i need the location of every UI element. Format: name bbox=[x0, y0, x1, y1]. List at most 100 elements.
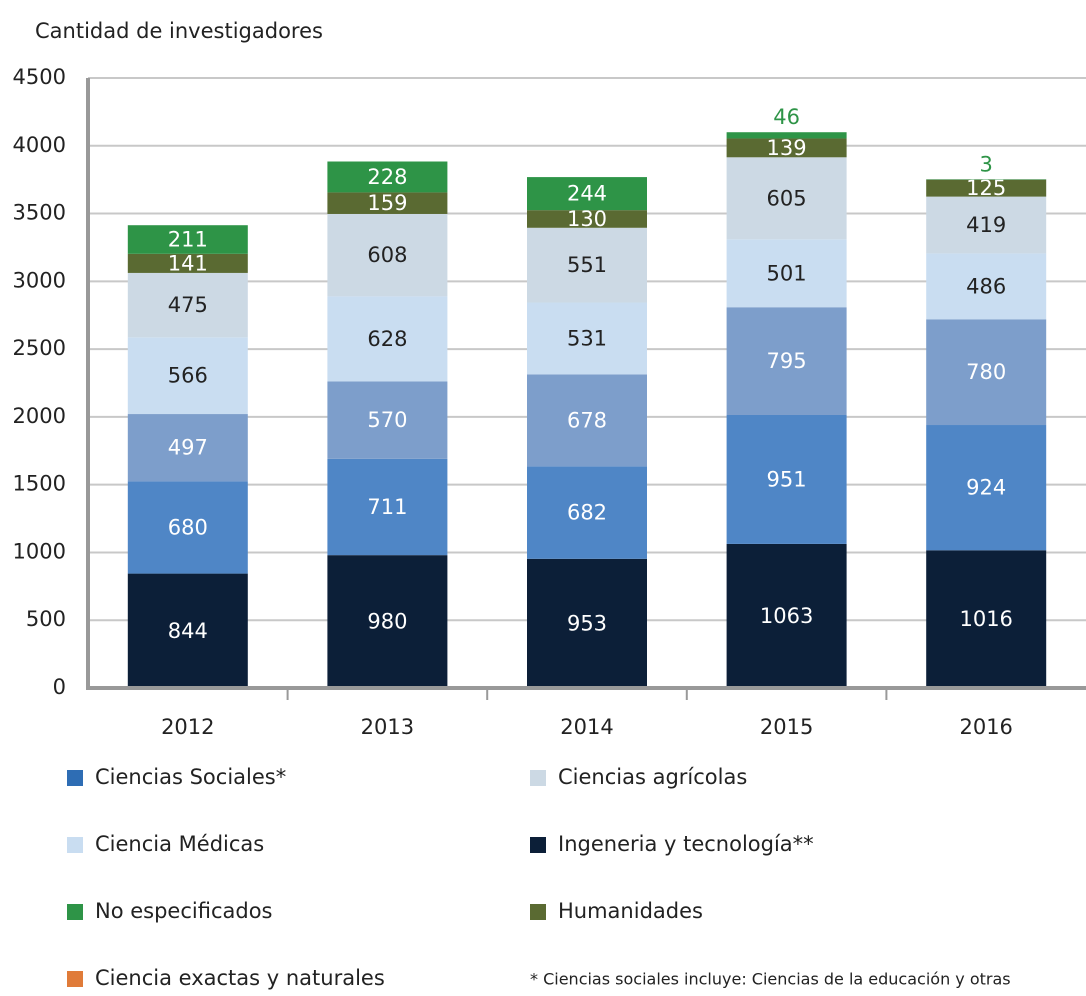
bar-segment bbox=[926, 179, 1047, 197]
data-label: 780 bbox=[966, 360, 1006, 384]
footnote: * Ciencias sociales incluye: Ciencias de… bbox=[530, 970, 1011, 989]
data-label: 608 bbox=[367, 243, 407, 267]
bar-segment bbox=[127, 414, 248, 482]
x-tick-label: 2012 bbox=[161, 715, 214, 739]
y-tick-label: 0 bbox=[53, 675, 66, 699]
bar-segment bbox=[127, 253, 248, 273]
legend-label: No especificados bbox=[95, 899, 273, 923]
data-label: 551 bbox=[567, 253, 607, 277]
data-label: 501 bbox=[767, 261, 807, 285]
data-label: 605 bbox=[767, 186, 807, 210]
bar-segment bbox=[327, 296, 448, 382]
data-label: 1063 bbox=[760, 604, 813, 628]
data-label: 139 bbox=[767, 136, 807, 160]
x-tick-label: 2016 bbox=[959, 715, 1012, 739]
legend-swatch bbox=[67, 971, 83, 987]
bar-segment bbox=[726, 239, 847, 308]
data-label: 1016 bbox=[959, 607, 1012, 631]
data-label: 680 bbox=[168, 516, 208, 540]
legend-swatch bbox=[67, 770, 83, 786]
bar-segment bbox=[726, 138, 847, 158]
data-label: 228 bbox=[367, 165, 407, 189]
data-label: 953 bbox=[567, 611, 607, 635]
y-tick-label: 1500 bbox=[13, 472, 66, 496]
bar-segment bbox=[327, 555, 448, 688]
bar-segment bbox=[726, 132, 847, 139]
x-tick-label: 2014 bbox=[560, 715, 613, 739]
data-label: 141 bbox=[168, 251, 208, 275]
legend-label: Ciencias agrícolas bbox=[558, 765, 747, 789]
bar-segment bbox=[527, 227, 647, 303]
bar-segment bbox=[127, 225, 248, 254]
bar-segment bbox=[327, 381, 448, 459]
legend-swatch bbox=[67, 837, 83, 853]
data-label: 678 bbox=[567, 408, 607, 432]
chart-title: Cantidad de investigadores bbox=[35, 19, 323, 43]
data-label: 46 bbox=[773, 105, 800, 129]
data-label: 419 bbox=[966, 213, 1006, 237]
bar-segment bbox=[926, 319, 1047, 426]
bar-segment bbox=[527, 210, 647, 228]
y-tick-label: 4500 bbox=[13, 65, 66, 89]
y-tick-label: 1000 bbox=[13, 539, 66, 563]
data-label: 570 bbox=[367, 408, 407, 432]
y-tick-label: 3000 bbox=[13, 268, 66, 292]
legend-label: Ciencia Médicas bbox=[95, 832, 264, 856]
legend-swatch bbox=[530, 770, 546, 786]
y-tick-label: 2500 bbox=[13, 336, 66, 360]
bar-segment bbox=[926, 550, 1047, 688]
bar-segment bbox=[527, 558, 647, 688]
data-label: 566 bbox=[168, 364, 208, 388]
data-label: 924 bbox=[966, 476, 1006, 500]
x-tick-label: 2015 bbox=[760, 715, 813, 739]
data-label: 130 bbox=[567, 207, 607, 231]
data-label: 497 bbox=[168, 436, 208, 460]
bar-segment bbox=[726, 307, 847, 415]
legend-label: Humanidades bbox=[558, 899, 703, 923]
data-label: 531 bbox=[567, 326, 607, 350]
bar-segment bbox=[127, 481, 248, 574]
bar-segment bbox=[527, 302, 647, 375]
bar-segment bbox=[127, 573, 248, 688]
data-label: 844 bbox=[168, 619, 208, 643]
data-label: 486 bbox=[966, 274, 1006, 298]
data-label: 980 bbox=[367, 610, 407, 634]
bar-segment bbox=[926, 196, 1047, 254]
legend-swatch bbox=[67, 904, 83, 920]
data-label: 244 bbox=[567, 182, 607, 206]
bar-segment bbox=[926, 425, 1047, 551]
bar-segment bbox=[726, 543, 847, 688]
legend-swatch bbox=[530, 904, 546, 920]
bar-segment bbox=[127, 337, 248, 415]
legend-label: Ciencia exactas y naturales bbox=[95, 966, 385, 990]
data-label: 211 bbox=[168, 228, 208, 252]
data-label: 711 bbox=[367, 495, 407, 519]
data-label: 3 bbox=[980, 152, 993, 176]
data-label: 475 bbox=[168, 293, 208, 317]
data-label: 125 bbox=[966, 176, 1006, 200]
bar-segment bbox=[726, 157, 847, 240]
legend-label: Ingeneria y tecnología** bbox=[558, 832, 814, 856]
bar-segment bbox=[327, 458, 448, 556]
data-label: 159 bbox=[367, 191, 407, 215]
bar-segment bbox=[926, 253, 1047, 320]
data-label: 682 bbox=[567, 501, 607, 525]
bar-segment bbox=[327, 192, 448, 214]
legend-swatch bbox=[530, 837, 546, 853]
legend-label: Ciencias Sociales* bbox=[95, 765, 286, 789]
x-tick-label: 2013 bbox=[361, 715, 414, 739]
y-tick-label: 500 bbox=[26, 607, 66, 631]
y-tick-label: 2000 bbox=[13, 404, 66, 428]
data-label: 795 bbox=[767, 349, 807, 373]
bar-segment bbox=[527, 466, 647, 559]
data-label: 628 bbox=[367, 327, 407, 351]
bar-segment bbox=[726, 414, 847, 544]
y-tick-label: 3500 bbox=[13, 201, 66, 225]
bar-segment bbox=[327, 161, 448, 193]
bar-segment bbox=[327, 213, 448, 297]
data-label: 951 bbox=[767, 467, 807, 491]
bar-segment bbox=[527, 374, 647, 467]
y-tick-label: 4000 bbox=[13, 133, 66, 157]
